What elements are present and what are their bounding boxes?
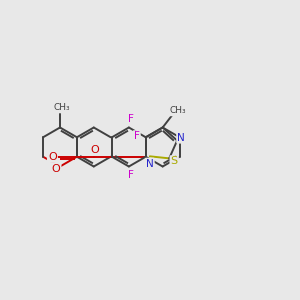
Text: F: F bbox=[128, 113, 134, 124]
Text: N: N bbox=[146, 159, 154, 169]
Text: CH₃: CH₃ bbox=[54, 103, 70, 112]
Text: S: S bbox=[171, 156, 178, 167]
Text: O: O bbox=[90, 145, 99, 155]
Text: O: O bbox=[48, 152, 57, 162]
Text: F: F bbox=[134, 131, 140, 141]
Text: N: N bbox=[177, 133, 185, 142]
Text: F: F bbox=[128, 170, 134, 181]
Text: CH₃: CH₃ bbox=[169, 106, 186, 115]
Text: O: O bbox=[52, 164, 60, 173]
